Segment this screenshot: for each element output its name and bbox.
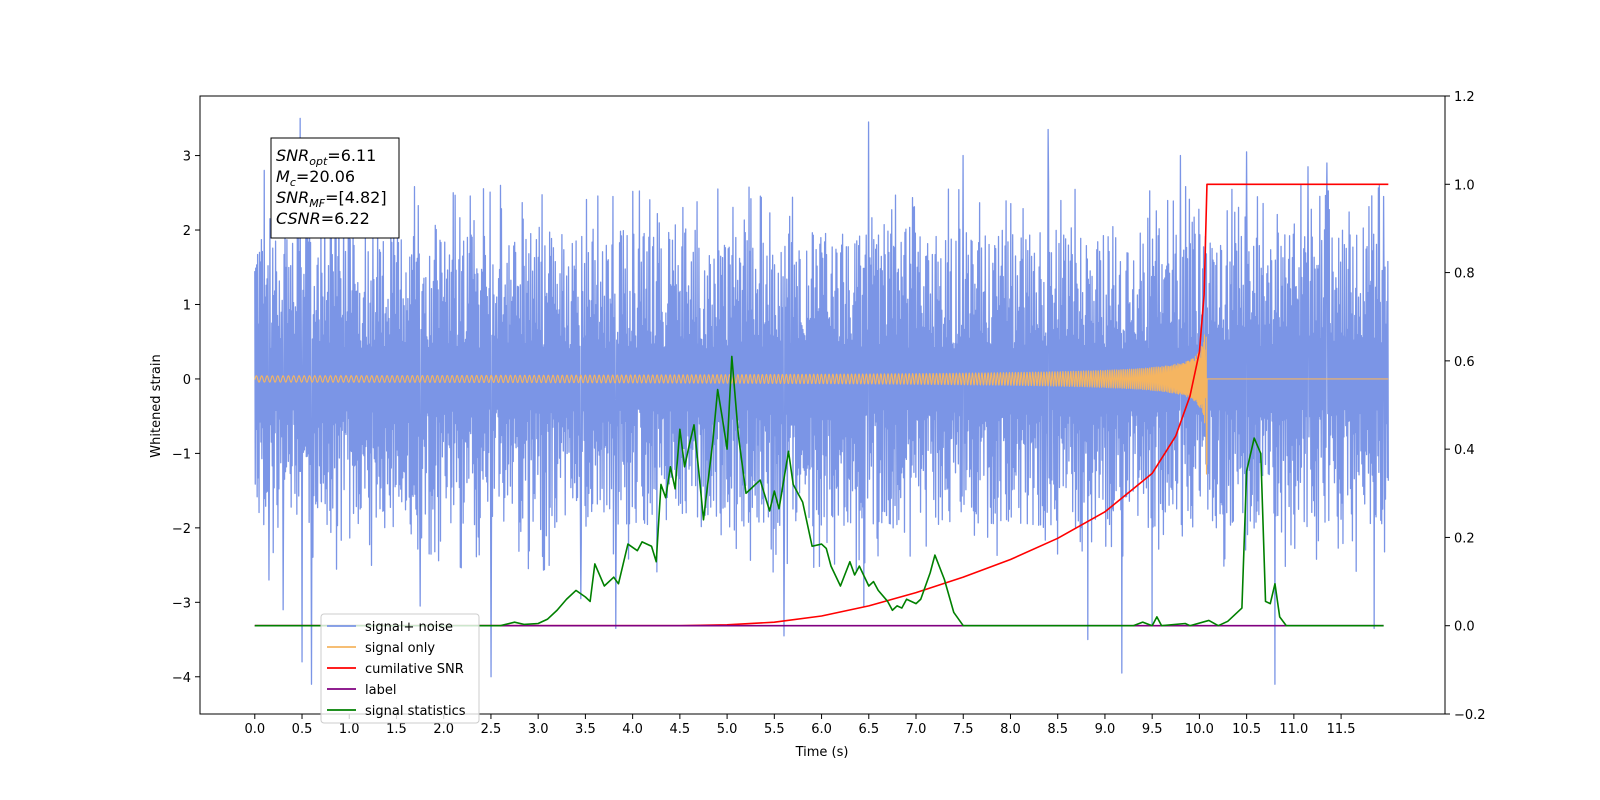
y-tick-label: 1 bbox=[183, 298, 191, 313]
x-axis: 0.0 0.5 1.0 1.5 2.0 2.5 3.0 3.5 4.0 4.5 5.0 5.5 6.0 6… bbox=[244, 714, 1356, 737]
annotation-value: =[4.82] bbox=[325, 188, 387, 207]
y2-tick-label: 0.6 bbox=[1454, 355, 1475, 370]
x-tick-label: 5.5 bbox=[764, 722, 785, 737]
x-tick-label: 4.5 bbox=[670, 722, 691, 737]
y-tick-label: 0 bbox=[183, 373, 191, 388]
y-axis-title: Whitened strain bbox=[149, 354, 164, 457]
y-tick-label: −3 bbox=[172, 596, 191, 611]
y2-tick-label: 0.8 bbox=[1454, 267, 1475, 282]
annotation-value: =6.11 bbox=[327, 146, 376, 165]
x-tick-label: 11.5 bbox=[1327, 722, 1356, 737]
x-tick-label: 11.0 bbox=[1279, 722, 1308, 737]
x-tick-label: 5.0 bbox=[717, 722, 738, 737]
annotation-symbol: M bbox=[276, 167, 290, 186]
x-tick-label: 10.0 bbox=[1185, 722, 1214, 737]
x-axis-title: Time (s) bbox=[795, 745, 849, 760]
x-tick-label: 9.0 bbox=[1095, 722, 1116, 737]
y-tick-label: 3 bbox=[183, 150, 191, 165]
y-axis: −4 −3 −2 −1 0 1 2 3 bbox=[172, 150, 200, 686]
annotation-symbol: CSNR bbox=[276, 209, 321, 228]
x-tick-label: 3.0 bbox=[528, 722, 549, 737]
x-tick-label: 1.5 bbox=[386, 722, 407, 737]
annotation-value: =6.22 bbox=[321, 209, 370, 228]
legend-label: signal statistics bbox=[365, 704, 466, 719]
annotation-subscript: MF bbox=[309, 197, 325, 210]
y2-tick-label: 0.2 bbox=[1454, 531, 1475, 546]
y-tick-label: −4 bbox=[172, 671, 191, 686]
legend-label: cumilative SNR bbox=[365, 662, 464, 677]
x-tick-label: 2.0 bbox=[433, 722, 454, 737]
y2-tick-label: 0.4 bbox=[1454, 443, 1475, 458]
annotation-frame bbox=[270, 137, 400, 239]
y2-tick-label: 0.0 bbox=[1454, 620, 1475, 635]
x-tick-label: 2.5 bbox=[481, 722, 502, 737]
legend-label: signal+ noise bbox=[365, 620, 453, 635]
annotation-line: CSNR=6.22 bbox=[276, 209, 370, 228]
y2-axis: −0.2 0.0 0.2 0.4 0.6 0.8 1.0 1.2 bbox=[1445, 90, 1486, 723]
series-signal-only bbox=[254, 334, 1389, 475]
x-tick-label: 6.5 bbox=[858, 722, 879, 737]
annotation-subscript: c bbox=[290, 176, 296, 189]
legend-label: signal only bbox=[365, 641, 435, 656]
x-tick-label: 7.0 bbox=[906, 722, 927, 737]
annotation-subscript: opt bbox=[309, 155, 328, 168]
y2-tick-label: 1.0 bbox=[1454, 178, 1475, 193]
legend-frame bbox=[320, 613, 480, 724]
plot-frame bbox=[199, 95, 1446, 715]
y-tick-label: 2 bbox=[183, 224, 191, 239]
x-tick-label: 9.5 bbox=[1142, 722, 1163, 737]
annotation-symbol: SNR bbox=[276, 146, 309, 165]
annotation-value: =20.06 bbox=[296, 167, 355, 186]
x-tick-label: 8.5 bbox=[1047, 722, 1068, 737]
x-tick-label: 3.5 bbox=[575, 722, 596, 737]
series-signal-statistics bbox=[254, 355, 1384, 627]
x-tick-label: 4.0 bbox=[622, 722, 643, 737]
series-cumilative-snr bbox=[254, 183, 1389, 627]
legend: signal+ noise signal only cumilative SNR la… bbox=[320, 613, 480, 724]
x-tick-label: 1.0 bbox=[339, 722, 360, 737]
x-tick-label: 10.5 bbox=[1232, 722, 1261, 737]
x-tick-label: 0.0 bbox=[244, 722, 265, 737]
annotation-line: SNRopt=6.11 bbox=[276, 146, 376, 168]
annotation-line: SNRMF=[4.82] bbox=[276, 188, 387, 210]
y2-tick-label: 1.2 bbox=[1454, 90, 1475, 105]
y-tick-label: −1 bbox=[172, 447, 191, 462]
x-tick-label: 0.5 bbox=[292, 722, 313, 737]
x-tick-label: 7.5 bbox=[953, 722, 974, 737]
x-tick-label: 8.0 bbox=[1000, 722, 1021, 737]
y2-tick-label: −0.2 bbox=[1454, 708, 1486, 723]
annotation-line: Mc=20.06 bbox=[276, 167, 355, 189]
annotation-symbol: SNR bbox=[276, 188, 309, 207]
series-signal-noise bbox=[254, 117, 1389, 685]
legend-label: label bbox=[365, 683, 396, 698]
y-tick-label: −2 bbox=[172, 522, 191, 537]
x-tick-label: 6.0 bbox=[811, 722, 832, 737]
